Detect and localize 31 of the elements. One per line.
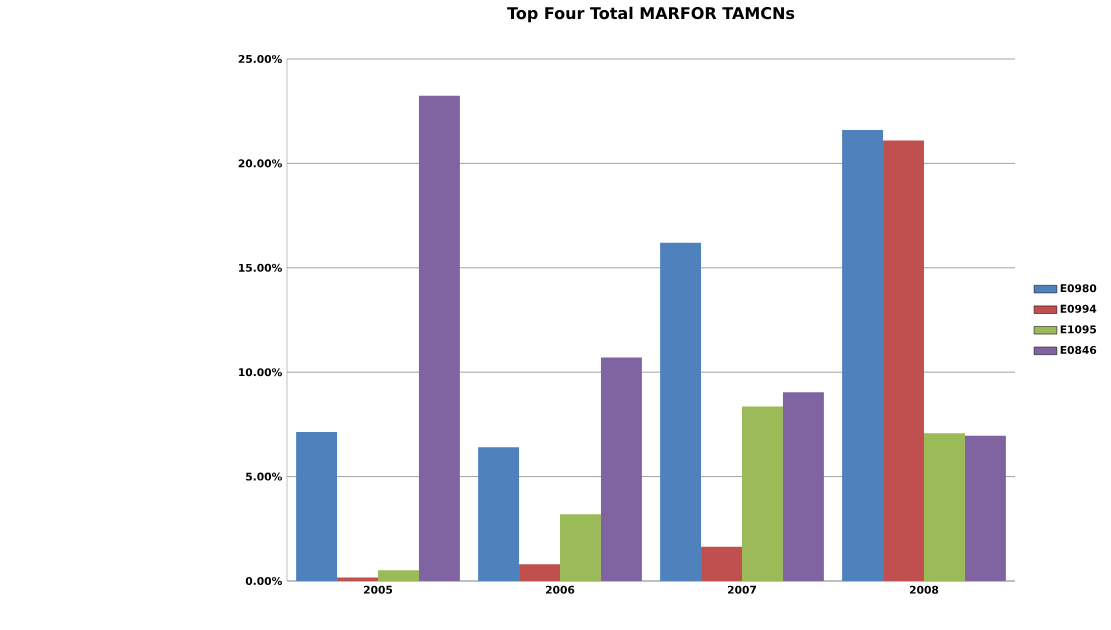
legend-label: E0846 bbox=[1060, 345, 1097, 354]
y-tick-label: 25.00% bbox=[238, 54, 282, 64]
bar bbox=[600, 357, 642, 581]
bar bbox=[519, 564, 560, 581]
x-tick-label: 2007 bbox=[727, 585, 756, 594]
bar bbox=[378, 570, 419, 581]
bar bbox=[478, 447, 520, 581]
bar bbox=[560, 514, 601, 581]
bar bbox=[701, 546, 742, 581]
bar bbox=[337, 577, 379, 581]
x-tick-label: 2005 bbox=[364, 585, 393, 594]
bar bbox=[842, 129, 884, 581]
bar bbox=[742, 406, 783, 581]
bar bbox=[924, 433, 965, 581]
y-tick-label: 5.00% bbox=[246, 472, 282, 481]
x-tick-label: 2008 bbox=[909, 585, 939, 594]
bar bbox=[964, 435, 1006, 581]
y-tick-label: 0.00% bbox=[245, 576, 282, 586]
x-tick-label: 2006 bbox=[546, 585, 575, 594]
bar bbox=[883, 140, 924, 581]
bar bbox=[660, 242, 702, 581]
y-tick-label: 15.00% bbox=[239, 263, 282, 272]
bar bbox=[782, 392, 824, 581]
bar bbox=[296, 431, 338, 581]
legend-label: E0994 bbox=[1060, 304, 1097, 313]
chart-title: Top Four Total MARFOR TAMCNs bbox=[507, 6, 795, 23]
legend-label: E1095 bbox=[1060, 325, 1097, 334]
legend-label: E0980 bbox=[1060, 284, 1097, 293]
y-tick-label: 20.00% bbox=[238, 159, 282, 168]
y-tick-label: 10.00% bbox=[239, 368, 282, 377]
bar bbox=[418, 95, 460, 581]
